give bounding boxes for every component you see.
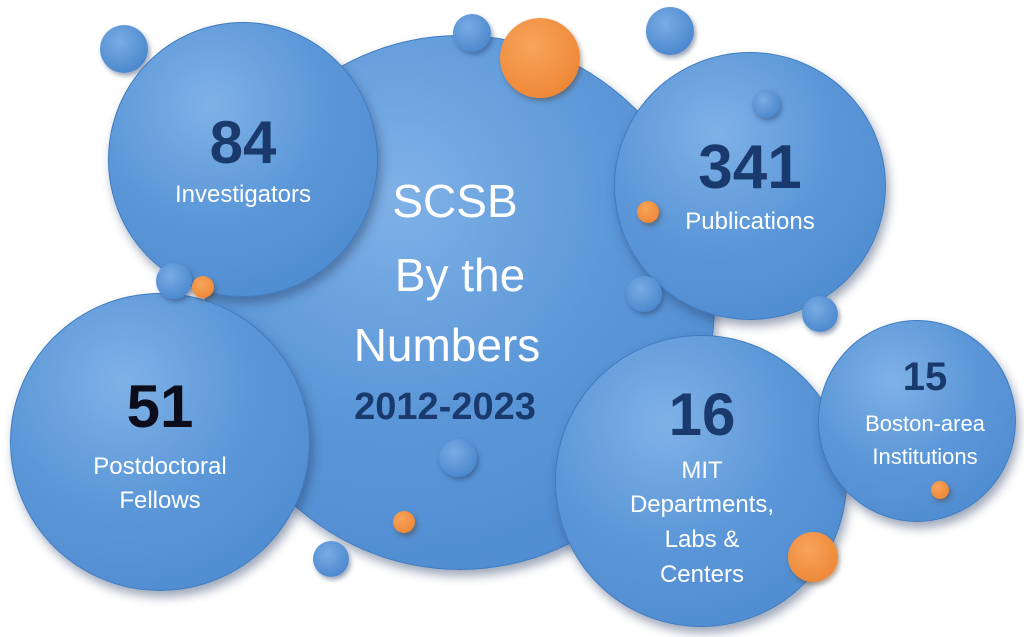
postdocs-number: 51 [126, 373, 194, 440]
decor-dot-blue [453, 14, 491, 52]
decor-dot-blue [439, 439, 477, 477]
decor-dot-orange [500, 18, 580, 98]
center-title-line3: Numbers [353, 319, 541, 371]
institutions-label-line1: Boston-area [865, 411, 985, 436]
postdocs-label-line1: Postdoctoral [93, 453, 227, 480]
decor-dot-blue [100, 25, 148, 73]
decor-dot-blue [752, 90, 780, 118]
investigators-label: Investigators [174, 181, 312, 208]
decor-dot-orange [192, 276, 214, 298]
postdocs-label-line2: Fellows [119, 487, 201, 514]
center-years: 2012-2023 [354, 386, 536, 428]
investigators-bubble [108, 22, 378, 297]
mit-label-line4: Centers [659, 561, 745, 588]
publications-number: 341 [698, 133, 802, 202]
publications-label: Publications [685, 208, 815, 235]
decor-dot-blue [802, 296, 838, 332]
mit-label-line3: Labs & [664, 526, 740, 553]
publications-bubble [614, 52, 886, 320]
postdoc-bubble [10, 293, 310, 591]
mit-number: 16 [668, 381, 736, 448]
center-title-line1: SCSB [392, 175, 518, 227]
mit-bubble [555, 335, 847, 627]
center-title-line2: By the [394, 249, 526, 301]
mit-label-line2: Departments, [629, 491, 775, 518]
decor-dot-blue [646, 7, 694, 55]
decor-dot-blue [156, 263, 192, 299]
institutions-label-line2: Institutions [872, 444, 978, 469]
decor-dot-orange [931, 481, 949, 499]
mit-label-line1: MIT [681, 457, 723, 484]
institutions-number: 15 [902, 355, 948, 399]
institutions-bubble [818, 320, 1016, 522]
decor-dot-orange [637, 201, 659, 223]
decor-dot-orange [788, 532, 838, 582]
investigators-number: 84 [209, 109, 277, 176]
decor-dot-blue [626, 276, 662, 312]
decor-dot-orange [393, 511, 415, 533]
decor-dot-blue [313, 541, 349, 577]
